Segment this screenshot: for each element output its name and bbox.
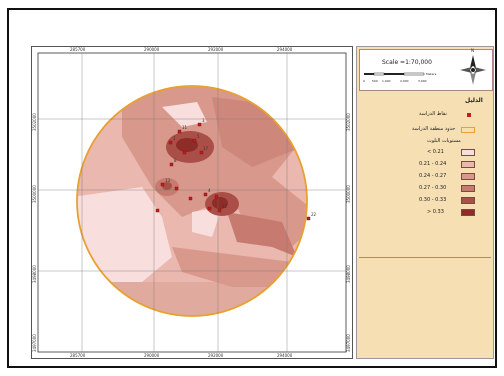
point-label: 17 bbox=[203, 146, 209, 151]
scale-tick: 500 bbox=[372, 79, 378, 83]
class-label: 0.27 - 0.30 bbox=[419, 185, 447, 191]
point-label: 1 bbox=[173, 136, 176, 141]
pollution-surface bbox=[77, 86, 307, 316]
class-swatch bbox=[461, 197, 475, 204]
left-tick: 3498000 bbox=[32, 265, 37, 283]
class-label: 0.21 - 0.24 bbox=[419, 161, 447, 167]
point-label: 3 bbox=[202, 118, 205, 123]
point-labels: 3 11 1 5 17 8 13 4 12 22 bbox=[165, 118, 317, 217]
right-tick: 3497000 bbox=[346, 334, 351, 352]
bottom-tick: 294000 bbox=[277, 353, 293, 358]
scale-text: Scale =1:70,000 bbox=[382, 59, 432, 66]
class-swatch bbox=[461, 209, 475, 216]
points-label: نقاط الدراسة bbox=[419, 111, 447, 117]
legend-panel: Scale =1:70,000 0 500 1,000 2,000 3,000 … bbox=[356, 46, 494, 359]
scale-unit: Meters bbox=[426, 72, 437, 76]
north-arrow-icon bbox=[460, 55, 486, 85]
scale-bar bbox=[364, 72, 425, 76]
boundary-symbol bbox=[461, 127, 475, 133]
bottom-tick: 285700 bbox=[70, 353, 86, 358]
scale-box: Scale =1:70,000 0 500 1,000 2,000 3,000 … bbox=[359, 48, 493, 91]
map-layout-frame bbox=[7, 8, 497, 368]
scale-tick: 1,000 bbox=[382, 79, 391, 83]
map-canvas: 3 11 1 5 17 8 13 4 12 22 bbox=[37, 52, 347, 353]
left-tick: 3502000 bbox=[32, 113, 37, 131]
right-tick: 3498000 bbox=[346, 265, 351, 283]
class-swatch bbox=[461, 173, 475, 180]
point-label: 4 bbox=[208, 188, 211, 193]
class-swatch bbox=[461, 185, 475, 192]
study-area-boundary bbox=[76, 85, 308, 317]
point-label: 13 bbox=[165, 178, 171, 183]
bottom-tick: 292000 bbox=[208, 353, 224, 358]
left-tick: 3497000 bbox=[32, 334, 37, 352]
bottom-tick: 290000 bbox=[144, 353, 160, 358]
class-swatch bbox=[461, 161, 475, 168]
point-label: 8 bbox=[174, 158, 177, 163]
legend-divider bbox=[359, 257, 491, 258]
class-swatch bbox=[461, 149, 475, 156]
legend-title: الدليل bbox=[465, 97, 483, 104]
top-tick: 294000 bbox=[277, 47, 293, 52]
map-frame: 3 11 1 5 17 8 13 4 12 22 285700 290000 2… bbox=[31, 46, 353, 359]
top-tick: 285700 bbox=[70, 47, 86, 52]
scale-tick: 2,000 bbox=[400, 79, 409, 83]
classes-title: مستويات التلوث bbox=[427, 138, 461, 144]
point-label: 12 bbox=[222, 204, 228, 209]
top-tick: 290000 bbox=[144, 47, 160, 52]
class-label: < 0.21 bbox=[427, 149, 444, 155]
left-tick: 3500000 bbox=[32, 185, 37, 203]
point-label: 22 bbox=[311, 212, 317, 217]
boundary-label: حدود منطقة الدراسة bbox=[412, 126, 456, 132]
right-tick: 3500000 bbox=[346, 185, 351, 203]
scale-tick: 3,000 bbox=[418, 79, 427, 83]
scale-tick: 0 bbox=[363, 79, 365, 83]
point-label: 11 bbox=[182, 125, 188, 130]
north-label: N bbox=[471, 48, 474, 53]
class-label: 0.24 - 0.27 bbox=[419, 173, 447, 179]
point-label: 5 bbox=[197, 134, 200, 139]
class-label: 0.30 - 0.33 bbox=[419, 197, 447, 203]
sample-point-symbol bbox=[467, 113, 471, 117]
sample-points bbox=[155, 122, 311, 221]
graticule bbox=[38, 53, 346, 352]
top-tick: 292000 bbox=[208, 47, 224, 52]
right-tick: 3502000 bbox=[346, 113, 351, 131]
class-label: > 0.33 bbox=[427, 209, 444, 215]
